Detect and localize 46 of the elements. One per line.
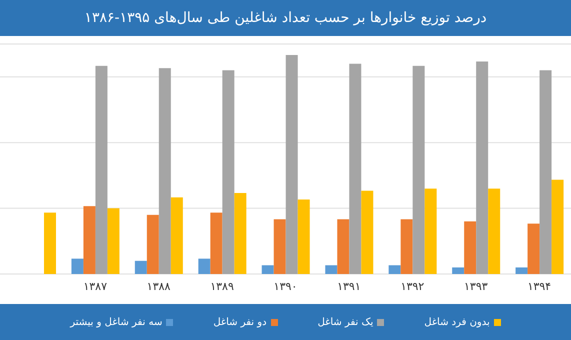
bar xyxy=(349,64,362,274)
bar xyxy=(540,70,552,274)
bar xyxy=(146,214,159,274)
x-tick-label: ۱۳۸۹ xyxy=(210,280,234,293)
x-tick-label: ۱۳۹۰ xyxy=(274,280,298,293)
bar xyxy=(234,192,246,274)
bar xyxy=(388,265,401,274)
bar xyxy=(170,197,183,274)
bar xyxy=(337,219,350,274)
legend-label: بدون فرد شاغل xyxy=(424,316,490,328)
x-tick-label: ۱۳۸۷ xyxy=(83,280,108,293)
bar xyxy=(274,219,286,274)
bar xyxy=(412,66,425,274)
bar xyxy=(488,188,500,274)
bar xyxy=(298,200,310,274)
bar xyxy=(222,70,234,274)
x-tick-label: ۱۳۸۸ xyxy=(146,280,171,293)
bar xyxy=(262,265,274,274)
bar xyxy=(400,219,413,274)
bar xyxy=(134,260,147,274)
legend-label: دو نفر شاغل xyxy=(213,316,267,328)
x-tick-label: ۱۳۹۴ xyxy=(527,280,552,293)
bar xyxy=(452,267,464,274)
bar xyxy=(158,68,171,274)
bar xyxy=(516,267,528,274)
bar xyxy=(198,258,210,274)
bar xyxy=(83,206,96,274)
x-tick-label: ۱۳۹۲ xyxy=(400,280,424,293)
legend-label: سه نفر شاغل و بیشتر xyxy=(70,316,162,328)
x-tick-label: ۱۳۹۱ xyxy=(337,280,361,293)
bar xyxy=(107,208,120,274)
bar xyxy=(286,54,298,274)
chart-title: درصد توزیع خانوارها بر حسب تعداد شاغلین طی سال‌های ۱۳۹۵-۱۳۸۶ xyxy=(0,0,571,36)
bar xyxy=(325,265,338,274)
bar xyxy=(71,258,84,274)
bar xyxy=(95,66,108,274)
bar xyxy=(476,62,488,274)
bar xyxy=(361,190,374,274)
bar xyxy=(210,212,222,274)
bar xyxy=(44,212,56,274)
bar xyxy=(552,180,564,274)
bar xyxy=(464,221,476,274)
legend-label: یک نفر شاغل xyxy=(318,316,374,328)
bar xyxy=(424,188,437,274)
bar xyxy=(528,224,540,274)
x-tick-label: ۱۳۹۳ xyxy=(464,280,488,293)
